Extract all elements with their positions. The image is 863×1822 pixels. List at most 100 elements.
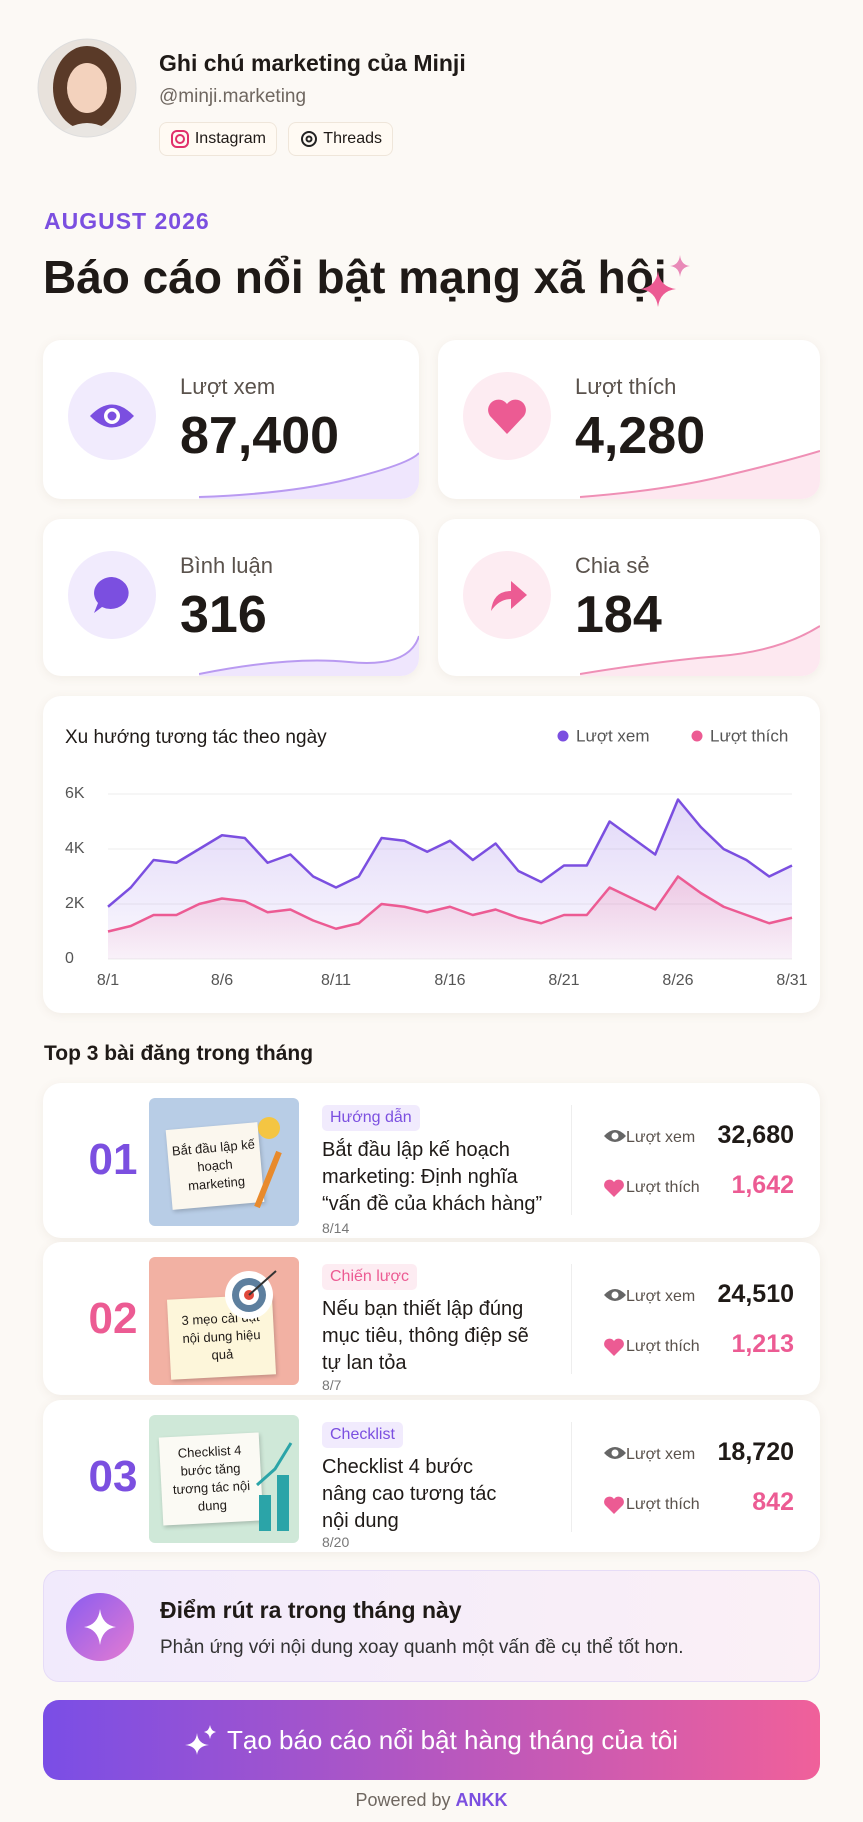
views-icon <box>68 372 156 460</box>
legend-label: Lượt xem <box>576 726 650 745</box>
sparkle <box>640 255 690 307</box>
stat-card: Lượt xem 87,400 <box>43 340 419 499</box>
divider <box>571 1422 572 1532</box>
line <box>107 875 793 933</box>
month: AUGUST 2026 <box>44 208 210 234</box>
stat-value: 4,280 <box>575 407 706 465</box>
tag: Chiến lược <box>322 1264 418 1290</box>
metric-value: 24,510 <box>717 1280 794 1308</box>
chip-label: Instagram <box>194 130 266 147</box>
section-title: Top 3 bài đăng trong tháng <box>44 1042 314 1065</box>
tag: Checklist <box>322 1422 403 1448</box>
takeaway: Điểm rút ra trong tháng này Phản ứng với… <box>43 1570 820 1682</box>
rank: 03 <box>88 1452 138 1501</box>
heart-icon <box>604 1338 624 1356</box>
metric-label: Lượt xem <box>626 1446 696 1463</box>
instagram-icon <box>171 130 189 148</box>
metric-value: 18,720 <box>717 1438 794 1466</box>
thumbnail: Checklist 4 bước tăng tương tác nội dung <box>149 1415 299 1543</box>
post-date: 8/14 <box>322 1220 350 1236</box>
stat-value: 316 <box>180 586 267 644</box>
metric-label: Lượt thích <box>626 1338 700 1355</box>
chart-title: Xu hướng tương tác theo ngày <box>65 727 327 748</box>
stat-card: Lượt thích 4,280 <box>438 340 820 499</box>
instagram-chip[interactable]: Instagram <box>159 122 277 156</box>
stat-value: 87,400 <box>180 407 340 465</box>
divider <box>571 1264 572 1374</box>
metric-label: Lượt xem <box>626 1129 696 1146</box>
sparkline <box>199 452 419 499</box>
likes-icon <box>463 372 551 460</box>
area <box>108 876 792 959</box>
post-date: 8/20 <box>322 1534 350 1550</box>
sparkline <box>199 635 419 676</box>
legend-label: Lượt thích <box>710 726 788 745</box>
line <box>107 798 793 908</box>
profile-handle: @minji.marketing <box>159 86 307 107</box>
metric-value: 1,642 <box>731 1171 794 1199</box>
y-tick-label: 2K <box>65 895 85 912</box>
stat-card: Chia sẻ 184 <box>438 519 820 676</box>
rank: 02 <box>88 1294 138 1343</box>
rank: 01 <box>88 1135 138 1184</box>
chart: Xu hướng tương tác theo ngày 0 2K 4K 6K 8/1 8… <box>65 726 808 989</box>
post-title: Bắt đầu lập kế hoạch marketing: Định ngh… <box>322 1139 543 1215</box>
metric-label: Lượt thích <box>626 1179 700 1196</box>
thumb-text: Checklist 4 bước tăng tương tác nội dung <box>158 1432 264 1526</box>
legend-marker <box>691 730 703 742</box>
post-card[interactable]: 03 Checklist 4 bước tăng tương tác nội d… <box>43 1400 820 1552</box>
eye-icon <box>604 1130 626 1142</box>
shares-icon <box>463 551 551 639</box>
x-tick-label: 8/26 <box>662 972 693 989</box>
metric-label: Lượt thích <box>626 1496 700 1513</box>
x-tick-label: 8/6 <box>211 972 233 989</box>
x-tick-label: 8/16 <box>434 972 465 989</box>
x-tick-label: 8/11 <box>321 972 351 989</box>
sparkline <box>580 625 820 676</box>
profile-name: Ghi chú marketing của Minji <box>159 50 466 76</box>
eye-icon <box>604 1447 626 1459</box>
sparkline <box>580 450 820 499</box>
takeaway-title: Điểm rút ra trong tháng này <box>160 1597 462 1623</box>
eye-icon <box>604 1289 626 1301</box>
y-tick-label: 0 <box>65 950 74 967</box>
comments-icon <box>68 551 156 639</box>
metric-value: 842 <box>752 1488 794 1516</box>
metric-value: 32,680 <box>717 1121 794 1149</box>
heart-icon <box>604 1179 624 1197</box>
threads-icon <box>301 131 317 147</box>
x-tick-label: 8/1 <box>97 972 119 989</box>
post-card[interactable]: 01 Bắt đầu lập kế hoạch marketing Hướng … <box>43 1083 820 1238</box>
post-title: Checklist 4 bước nâng cao tương tác nội … <box>322 1456 497 1532</box>
stat-label: Lượt thích <box>575 374 677 399</box>
divider <box>571 1105 572 1215</box>
tag: Hướng dẫn <box>322 1105 420 1131</box>
stat-label: Chia sẻ <box>575 553 650 578</box>
threads-chip[interactable]: Threads <box>288 122 393 156</box>
x-tick-label: 8/21 <box>548 972 579 989</box>
post-card[interactable]: 02 3 mẹo cài đặt nội dung hiệu quả Chiến… <box>43 1242 820 1395</box>
chip-label: Threads <box>323 130 382 147</box>
cta-button[interactable]: Tạo báo cáo nổi bật hàng tháng của tôi <box>43 1700 820 1780</box>
heart-icon <box>604 1496 624 1514</box>
avatar <box>37 38 137 138</box>
footer: Powered by ANKK <box>0 1790 863 1811</box>
stat-card: Bình luận 316 <box>43 519 419 676</box>
y-tick-label: 6K <box>65 785 85 802</box>
thumbnail: 3 mẹo cài đặt nội dung hiệu quả <box>149 1257 299 1385</box>
cta-label: Tạo báo cáo nổi bật hàng tháng của tôi <box>226 1724 678 1755</box>
cta-icon <box>184 1725 216 1755</box>
page-title: Báo cáo nổi bật mạng xã hội <box>43 251 667 303</box>
x-tick-label: 8/31 <box>776 972 807 989</box>
post-title: Nếu bạn thiết lập đúng mục tiêu, thông đ… <box>322 1298 529 1374</box>
footer-prefix: Powered by <box>355 1790 451 1810</box>
stat-label: Bình luận <box>180 553 273 578</box>
footer-brand: ANKK <box>455 1790 508 1810</box>
legend-marker <box>557 730 569 742</box>
takeaway-icon <box>66 1593 134 1661</box>
chart-card: Xu hướng tương tác theo ngày 0 2K 4K 6K 8/1 8… <box>43 696 820 1013</box>
takeaway-text: Phản ứng với nội dung xoay quanh một vấn… <box>160 1637 684 1658</box>
metric-value: 1,213 <box>731 1330 794 1358</box>
stat-value: 184 <box>575 586 662 644</box>
